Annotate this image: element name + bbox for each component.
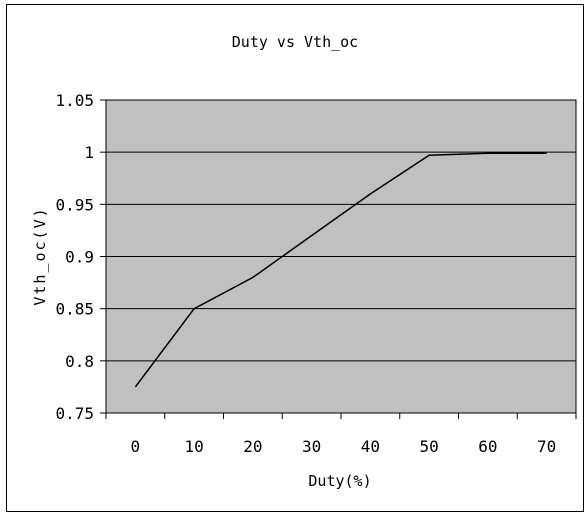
- chart-title: Duty vs Vth_oc: [232, 33, 358, 51]
- y-tick-label: 0.9: [65, 248, 94, 267]
- x-tick-label: 0: [131, 437, 141, 456]
- y-tick-label: 1: [84, 143, 94, 162]
- x-tick-label: 10: [184, 437, 203, 456]
- y-tick-label: 0.8: [65, 352, 94, 371]
- y-axis-label: Vth_oc(V): [31, 206, 49, 305]
- x-axis-ticks: [105, 413, 577, 419]
- x-tick-label: 20: [243, 437, 262, 456]
- y-tick-label: 0.85: [55, 300, 94, 319]
- x-tick-label: 30: [302, 437, 321, 456]
- y-tick-label: 0.75: [55, 404, 94, 423]
- x-axis-label: Duty(%): [308, 472, 371, 490]
- x-tick-label: 40: [361, 437, 380, 456]
- x-tick-label: 60: [478, 437, 497, 456]
- y-tick-label: 0.95: [55, 195, 94, 214]
- x-tick-label: 50: [419, 437, 438, 456]
- y-tick-label: 1.05: [55, 91, 94, 110]
- series-line: [134, 152, 547, 388]
- x-tick-label: 70: [537, 437, 556, 456]
- y-axis-tick-labels: 1.05 1 0.95 0.9 0.85 0.8 0.75: [55, 91, 94, 423]
- x-axis-tick-labels: 0 10 20 30 40 50 60 70: [131, 437, 557, 456]
